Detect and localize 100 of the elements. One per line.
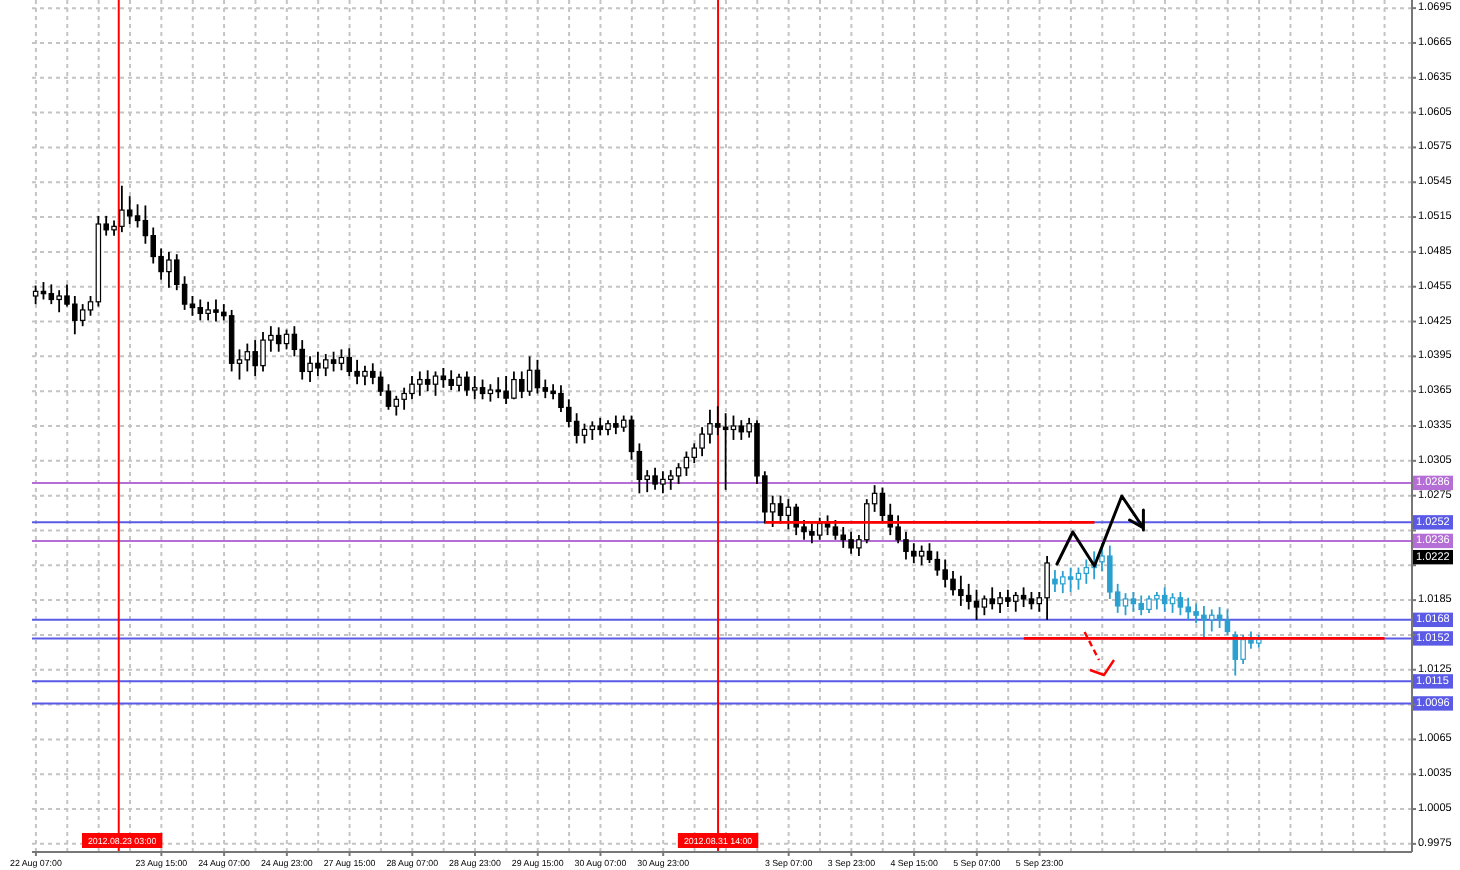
candlestick xyxy=(56,289,62,314)
candlestick xyxy=(652,466,658,491)
candlestick xyxy=(72,295,78,336)
candlestick xyxy=(126,195,133,225)
candlestick xyxy=(730,414,737,441)
candlestick xyxy=(777,494,784,525)
candlestick xyxy=(424,369,431,393)
candlestick xyxy=(213,298,219,323)
candlestick xyxy=(48,283,55,306)
candlestick xyxy=(1122,592,1129,617)
candlestick xyxy=(119,184,125,234)
candlestick xyxy=(1067,566,1074,593)
candlestick xyxy=(448,369,454,391)
candlestick xyxy=(809,522,815,545)
candlestick xyxy=(879,486,886,525)
candlestick xyxy=(346,347,353,377)
candlestick xyxy=(299,339,305,381)
candlestick xyxy=(79,303,86,328)
candlestick xyxy=(864,498,870,545)
candlestick xyxy=(526,355,533,397)
candlestick xyxy=(1232,630,1239,677)
candlestick xyxy=(260,331,266,373)
candlestick xyxy=(942,558,948,589)
candlestick xyxy=(1185,596,1191,621)
candlestick xyxy=(965,582,972,611)
candlestick xyxy=(385,383,392,411)
candlestick xyxy=(675,462,682,485)
candlestick xyxy=(197,298,204,322)
candlestick xyxy=(1107,544,1113,600)
candlestick xyxy=(950,570,956,597)
candlestick xyxy=(707,408,713,445)
candlestick xyxy=(150,226,156,265)
candlestick xyxy=(660,470,666,495)
candlestick xyxy=(840,526,846,549)
candlestick xyxy=(166,250,172,289)
candlestick xyxy=(1020,586,1027,608)
candlestick xyxy=(1130,591,1137,613)
candlestick xyxy=(464,370,470,397)
candlestick xyxy=(307,355,313,383)
candlestick xyxy=(1012,591,1019,613)
candlestick xyxy=(981,594,988,617)
candlestick xyxy=(338,348,345,372)
candlestick xyxy=(911,542,917,564)
candlestick xyxy=(205,300,211,322)
candlestick xyxy=(471,375,478,401)
candlestick xyxy=(738,419,745,441)
candlestick xyxy=(330,350,337,373)
candlestick xyxy=(1177,591,1184,617)
candlestick xyxy=(1169,592,1176,614)
candlestick xyxy=(542,378,549,400)
candlestick xyxy=(32,284,39,306)
candlestick xyxy=(699,426,705,458)
candlestick xyxy=(1201,605,1207,641)
candlestick xyxy=(934,550,941,577)
candlestick xyxy=(1224,608,1231,636)
candlestick xyxy=(519,370,525,400)
candlestick xyxy=(715,405,721,437)
candlestick xyxy=(832,519,839,541)
candlestick xyxy=(228,309,235,373)
candlestick xyxy=(793,502,799,537)
candlestick xyxy=(785,498,792,531)
candlestick xyxy=(1052,569,1058,593)
candlestick xyxy=(1240,634,1246,665)
candlestick xyxy=(997,591,1003,614)
candlestick xyxy=(573,412,580,445)
candlestick xyxy=(362,364,368,387)
candlestick xyxy=(1060,570,1066,595)
candlestick xyxy=(903,530,909,561)
candlestick xyxy=(973,588,980,621)
candlestick xyxy=(581,422,588,445)
candlestick xyxy=(989,586,995,611)
candlestick xyxy=(613,414,619,436)
candlestick xyxy=(667,469,674,491)
candlestick xyxy=(503,375,509,405)
candlestick xyxy=(511,370,517,401)
candlestick xyxy=(848,530,854,555)
candlestick xyxy=(495,376,501,400)
candlestick xyxy=(589,420,596,441)
candlestick xyxy=(1161,586,1168,613)
candlestick xyxy=(315,350,321,377)
candlestick xyxy=(370,362,376,386)
candlestick xyxy=(1138,594,1144,617)
candlestick xyxy=(1044,555,1050,621)
candlestick xyxy=(244,342,251,373)
candlestick xyxy=(134,203,141,229)
candlestick xyxy=(275,326,282,353)
candlestick xyxy=(918,544,925,567)
candlestick xyxy=(409,375,415,401)
candlestick xyxy=(432,370,439,397)
candlestick xyxy=(958,574,964,607)
candlestick xyxy=(1075,566,1082,591)
candlestick xyxy=(1209,608,1215,633)
candlestick xyxy=(322,353,329,377)
candlestick xyxy=(417,370,423,397)
candlestick xyxy=(895,514,901,545)
candlestick xyxy=(479,378,486,401)
candlestick xyxy=(252,339,258,377)
candlestick xyxy=(566,398,572,429)
candlestick xyxy=(1193,602,1199,625)
candlestick xyxy=(354,358,360,386)
